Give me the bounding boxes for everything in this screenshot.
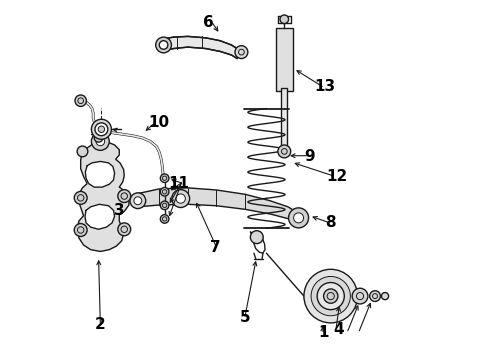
Text: 7: 7 <box>210 240 221 255</box>
Circle shape <box>92 132 109 150</box>
Circle shape <box>352 288 368 304</box>
Polygon shape <box>206 38 220 51</box>
Circle shape <box>94 134 103 142</box>
Polygon shape <box>270 201 288 219</box>
Polygon shape <box>85 204 115 229</box>
Polygon shape <box>188 188 217 206</box>
Circle shape <box>304 269 358 323</box>
Text: 5: 5 <box>240 310 250 325</box>
Text: 4: 4 <box>333 322 344 337</box>
Circle shape <box>130 193 146 208</box>
Polygon shape <box>85 161 115 187</box>
Bar <box>281 88 287 148</box>
Circle shape <box>176 194 185 203</box>
Polygon shape <box>231 45 237 59</box>
Circle shape <box>317 283 344 310</box>
Text: 3: 3 <box>114 203 124 218</box>
Circle shape <box>156 37 171 53</box>
Polygon shape <box>237 49 241 59</box>
Circle shape <box>289 208 309 228</box>
Circle shape <box>95 123 108 136</box>
Polygon shape <box>288 207 298 223</box>
Text: 12: 12 <box>326 169 347 184</box>
Circle shape <box>278 145 291 158</box>
Text: 11: 11 <box>169 176 190 191</box>
Circle shape <box>98 126 104 132</box>
Circle shape <box>311 276 350 316</box>
Polygon shape <box>217 190 245 209</box>
Circle shape <box>75 95 86 107</box>
Circle shape <box>294 213 304 223</box>
Polygon shape <box>220 41 231 55</box>
Circle shape <box>118 190 131 203</box>
Circle shape <box>74 192 87 204</box>
Circle shape <box>159 41 168 49</box>
Circle shape <box>172 190 190 207</box>
Polygon shape <box>159 188 188 205</box>
Polygon shape <box>173 36 188 49</box>
Circle shape <box>160 174 169 183</box>
Text: 13: 13 <box>315 79 336 94</box>
Text: 2: 2 <box>95 317 106 332</box>
Text: 10: 10 <box>148 115 169 130</box>
Polygon shape <box>138 189 159 207</box>
Text: 9: 9 <box>305 149 316 164</box>
Circle shape <box>235 46 248 59</box>
Polygon shape <box>77 141 129 251</box>
Circle shape <box>74 224 87 237</box>
Circle shape <box>134 197 142 204</box>
Circle shape <box>381 293 389 300</box>
Circle shape <box>160 188 169 196</box>
Text: 8: 8 <box>325 215 336 230</box>
Circle shape <box>77 146 88 157</box>
Bar <box>276 28 293 91</box>
Circle shape <box>160 215 169 223</box>
Circle shape <box>280 15 289 23</box>
Circle shape <box>160 201 169 210</box>
Text: 6: 6 <box>203 15 214 30</box>
Polygon shape <box>245 194 270 214</box>
Circle shape <box>92 119 111 139</box>
Circle shape <box>250 231 263 244</box>
Circle shape <box>323 289 338 303</box>
Polygon shape <box>188 36 206 49</box>
Circle shape <box>369 291 380 301</box>
Circle shape <box>118 223 131 236</box>
Circle shape <box>96 137 104 146</box>
Text: 1: 1 <box>318 325 329 341</box>
Polygon shape <box>164 37 173 51</box>
